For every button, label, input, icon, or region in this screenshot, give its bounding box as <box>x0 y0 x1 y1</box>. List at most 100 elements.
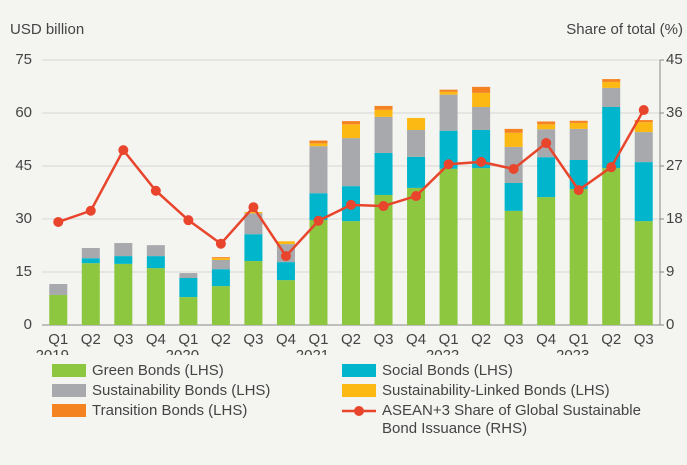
legend-swatch <box>52 364 86 377</box>
bar-segment <box>342 124 360 139</box>
bar-segment <box>211 259 230 270</box>
bar-segment <box>211 257 230 259</box>
bar-segment <box>374 152 393 195</box>
bar-segment <box>309 193 328 221</box>
bar-segment <box>81 263 100 325</box>
bar-segment <box>114 263 133 325</box>
line-point <box>378 201 389 212</box>
legend-label: Sustainability Bonds (LHS) <box>92 382 271 399</box>
x-tick-label: Q2 <box>471 331 491 348</box>
bar-segment <box>472 129 491 169</box>
legend-item: ASEAN+3 Share of Global Sustainable Bond… <box>342 402 672 438</box>
bar-segment <box>244 234 263 262</box>
x-tick-label: Q3 <box>243 331 263 348</box>
x-tick-label: Q2 <box>81 331 101 348</box>
bar-segment <box>374 109 393 117</box>
bar-segment <box>211 269 230 287</box>
line-point <box>118 145 129 156</box>
line-point <box>215 238 226 249</box>
legend-label: Transition Bonds (LHS) <box>92 402 248 419</box>
legend-label: Sustainability-Linked Bonds (LHS) <box>382 382 610 399</box>
bar-segment <box>602 106 621 169</box>
x-tick-label: Q3 <box>374 331 394 348</box>
bar-segment <box>81 247 100 259</box>
line-point <box>150 185 161 196</box>
legend: Green Bonds (LHS) Social Bonds (LHS) Susta… <box>52 362 672 438</box>
bar-segment <box>634 132 653 163</box>
bar-segment <box>407 129 426 157</box>
line-point <box>476 156 487 167</box>
legend-item: Social Bonds (LHS) <box>342 362 672 380</box>
bar-segment <box>472 92 491 107</box>
bar-segment <box>634 221 653 325</box>
y2-tick-label: 0 <box>666 316 674 333</box>
bar-segment <box>179 278 198 298</box>
line-point <box>248 202 259 213</box>
bar-segment <box>81 258 100 264</box>
x-tick-label: Q4 <box>146 331 166 348</box>
bar-segment <box>602 168 621 325</box>
line-point <box>508 163 519 174</box>
bar-segment <box>211 258 230 260</box>
line-point <box>638 105 649 116</box>
bar-segment <box>309 143 328 147</box>
y-tick-label: 45 <box>15 157 32 174</box>
legend-swatch <box>52 404 86 417</box>
y-tick-label: 60 <box>15 104 32 121</box>
legend-swatch <box>342 364 376 377</box>
bar-segment <box>114 243 133 257</box>
bar-segment <box>374 105 393 110</box>
bar-segment <box>276 262 295 281</box>
legend-swatch <box>52 384 86 397</box>
line-point <box>346 199 356 210</box>
bar-segment <box>504 128 523 133</box>
legend-label: ASEAN+3 Share of Global Sustainable Bond… <box>382 402 641 437</box>
legend-label: Social Bonds (LHS) <box>382 362 513 379</box>
legend-item: Sustainability-Linked Bonds (LHS) <box>342 382 672 400</box>
bar-segment <box>276 241 295 245</box>
line-point <box>183 215 194 226</box>
bar-segment <box>439 89 458 92</box>
bar-segment <box>602 87 621 107</box>
legend-line <box>342 406 376 416</box>
bar-segment <box>342 138 360 187</box>
chart: USD billion Share of total (%) 0 15 30 45 60… <box>10 21 683 355</box>
line-point <box>573 185 584 196</box>
x-tick-label: Q2 <box>601 331 621 348</box>
bar-segment <box>146 268 165 325</box>
x-tick-label: Q12022 <box>426 331 459 355</box>
bar-segment <box>569 128 588 160</box>
y2-tick-label: 27 <box>666 157 683 174</box>
x-tick-label: Q4 <box>276 331 296 348</box>
x-tick-label: Q3 <box>504 331 524 348</box>
bar-segment <box>244 261 263 325</box>
bar-segment <box>537 121 556 125</box>
bar-segment <box>504 210 523 325</box>
bar-segment <box>537 197 556 325</box>
bar-segment <box>374 116 393 153</box>
bar-segment <box>49 294 68 325</box>
bar-segment <box>309 220 328 325</box>
bar-segment <box>309 140 328 144</box>
y2-axis-label: Share of total (%) <box>566 21 683 38</box>
bar-segment <box>602 79 621 82</box>
x-tick-label: Q3 <box>634 331 654 348</box>
bar-segment <box>634 122 653 133</box>
bar-segment <box>439 94 458 131</box>
y-tick-label: 15 <box>15 263 32 280</box>
y-tick-label: 75 <box>15 51 32 68</box>
line-point <box>411 191 422 202</box>
bar-segment <box>472 86 491 93</box>
x-tick-label: Q12020 <box>166 331 199 355</box>
line-point <box>606 162 617 173</box>
y-tick-label: 30 <box>15 210 32 227</box>
x-tick-label: Q2 <box>211 331 231 348</box>
bar-segment <box>537 157 556 198</box>
x-tick-label: Q4 <box>406 331 426 348</box>
line-point <box>443 159 454 170</box>
bar-segment <box>439 130 458 169</box>
line-point <box>313 215 324 226</box>
bar-segment <box>114 256 133 264</box>
bar-segment <box>407 117 426 130</box>
x-tick-label: Q12023 <box>556 331 589 355</box>
